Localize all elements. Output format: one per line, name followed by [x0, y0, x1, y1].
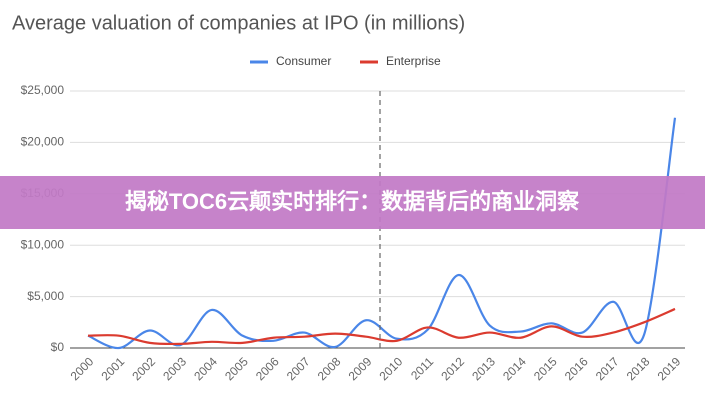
x-tick-label: 2015 — [531, 354, 560, 383]
x-tick-label: 2012 — [438, 354, 467, 383]
legend-label: Enterprise — [386, 54, 441, 68]
x-tick-label: 2005 — [222, 354, 251, 383]
banner — [0, 176, 705, 229]
x-tick-label: 2003 — [160, 354, 189, 383]
y-tick-label: $10,000 — [21, 237, 65, 251]
x-tick-label: 2008 — [315, 354, 344, 383]
chart-title: Average valuation of companies at IPO (i… — [12, 12, 465, 34]
x-tick-label: 2013 — [469, 354, 498, 383]
series-line — [87, 307, 676, 346]
x-tick-label: 2001 — [98, 354, 127, 383]
x-tick-label: 2009 — [346, 354, 375, 383]
x-tick-label: 2017 — [593, 354, 622, 383]
x-tick-label: 2010 — [377, 354, 406, 383]
x-tick-label: 2016 — [562, 354, 591, 383]
x-tick-label: 2000 — [68, 354, 97, 383]
x-tick-label: 2006 — [253, 354, 282, 383]
x-tick-label: 2011 — [408, 354, 436, 382]
y-tick-label: $0 — [51, 340, 65, 354]
y-tick-label: $20,000 — [21, 135, 65, 149]
x-tick-label: 2019 — [655, 354, 684, 383]
series-line — [87, 117, 677, 350]
x-tick-label: 2018 — [624, 354, 653, 383]
x-tick-label: 2004 — [191, 354, 220, 383]
banner-text: 揭秘TOC6云颠实时排行：数据背后的商业洞察 — [125, 189, 580, 214]
legend-label: Consumer — [276, 54, 331, 68]
x-tick-label: 2007 — [284, 354, 313, 383]
x-tick-label: 2002 — [129, 354, 158, 383]
y-tick-label: $25,000 — [21, 83, 65, 97]
y-tick-label: $5,000 — [27, 289, 64, 303]
x-tick-label: 2014 — [500, 354, 529, 383]
